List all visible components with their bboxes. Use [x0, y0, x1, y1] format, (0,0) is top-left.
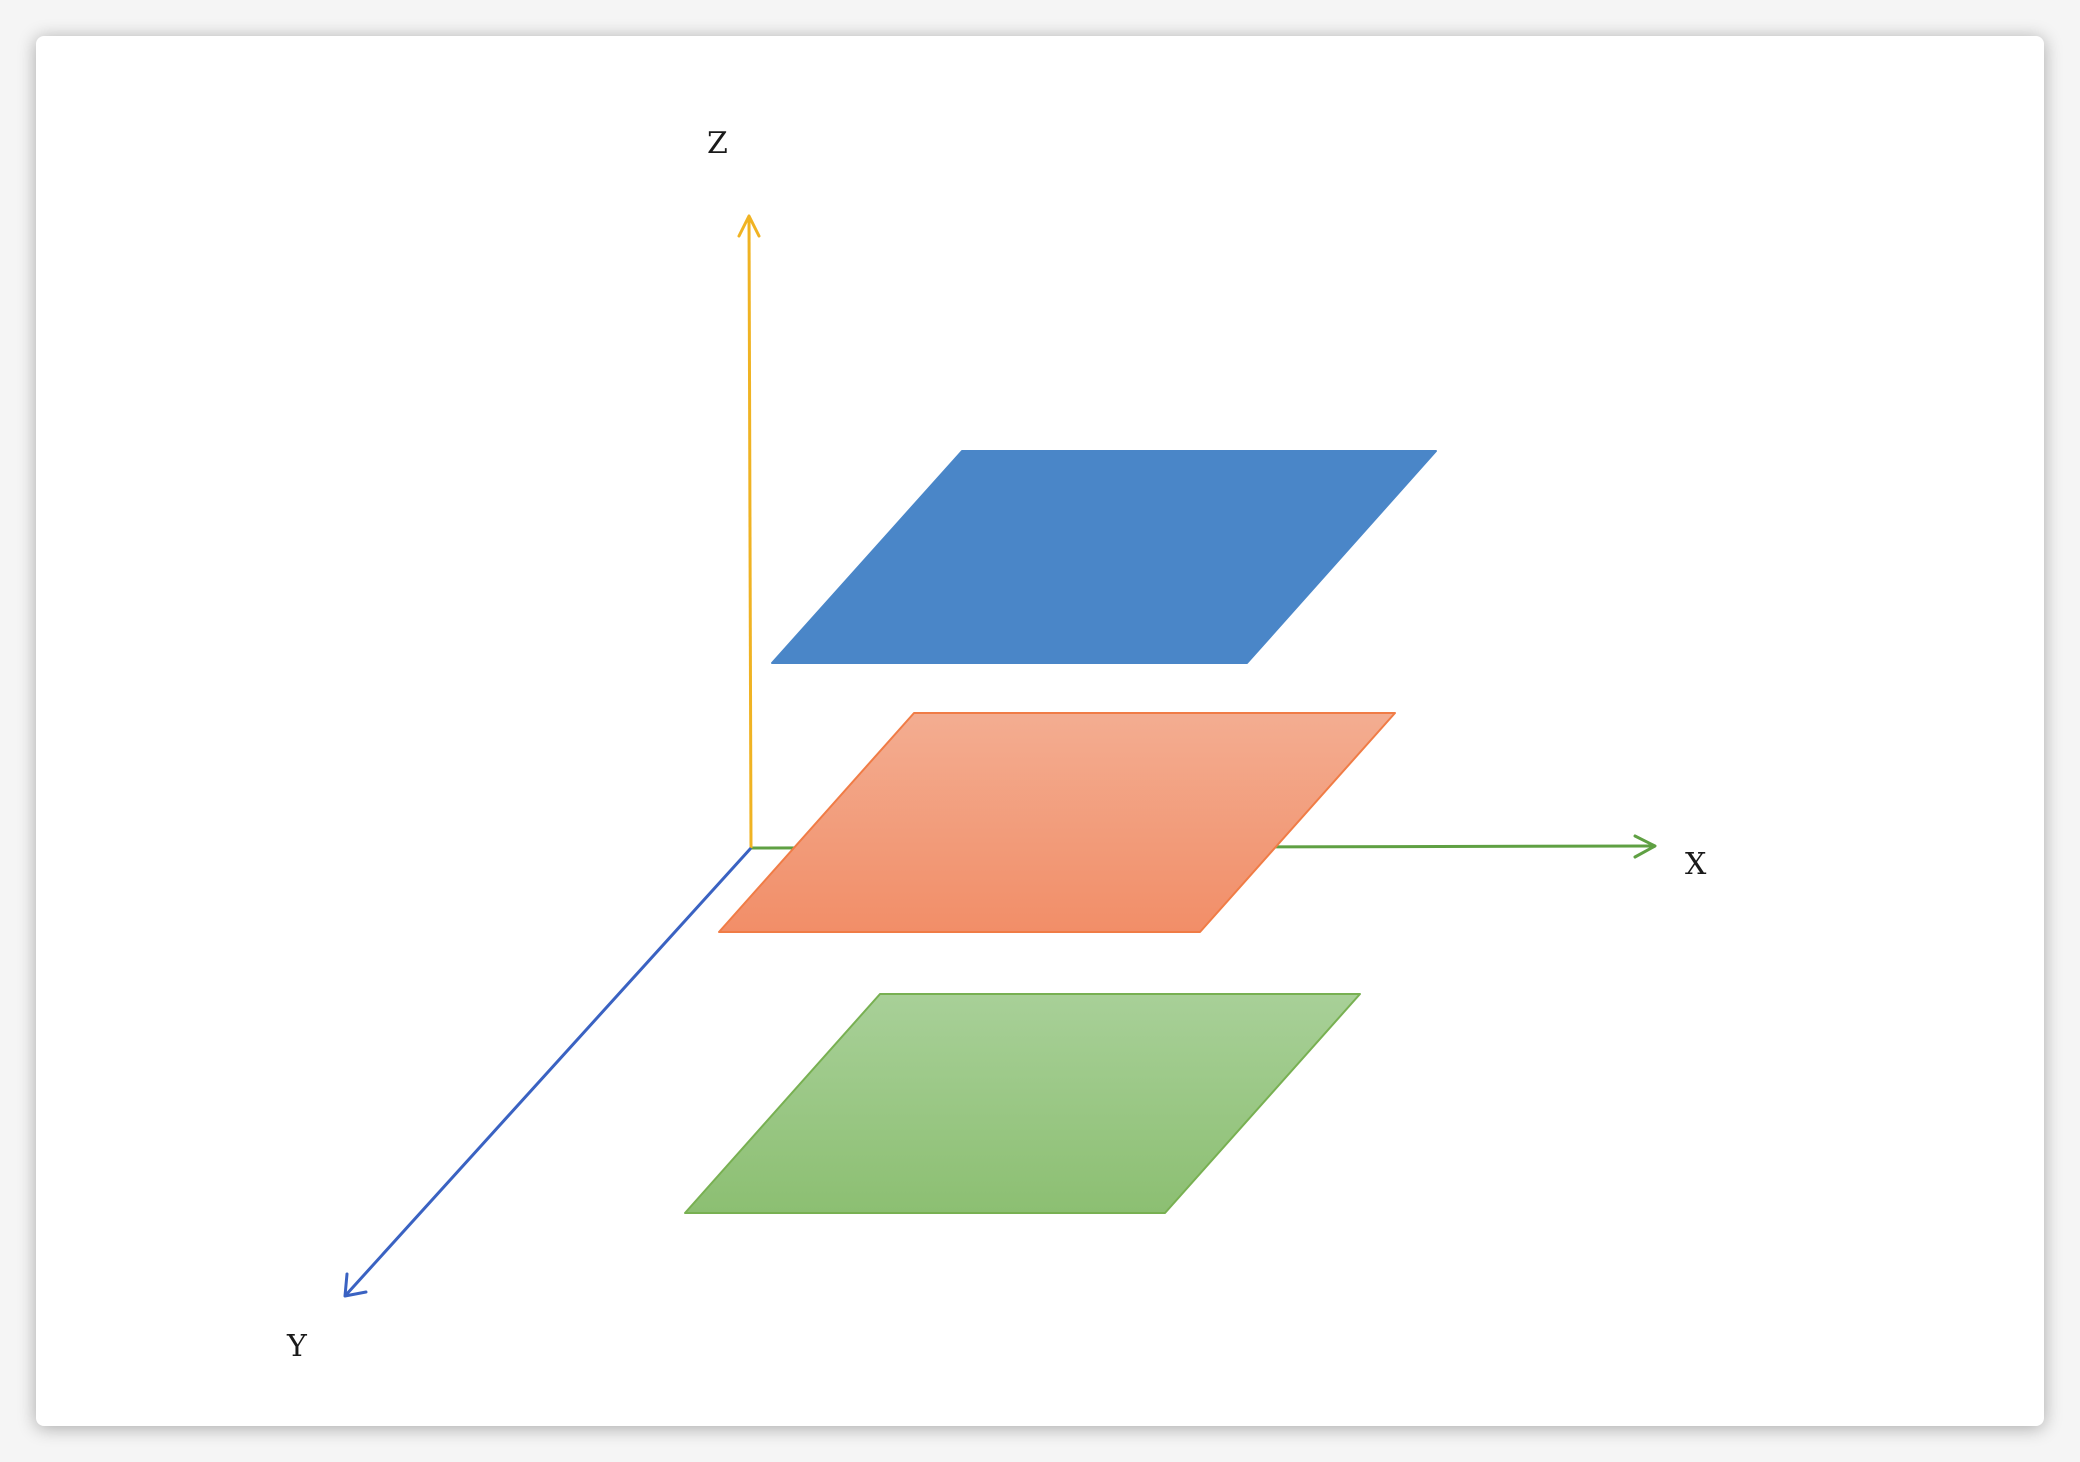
plane-top — [771, 450, 1437, 664]
z-axis — [737, 214, 761, 849]
plane-middle — [718, 712, 1396, 933]
coordinate-planes-diagram: Z X Y — [286, 126, 1707, 1364]
plane-bottom — [684, 993, 1361, 1214]
y-axis-label: Y — [286, 1329, 308, 1364]
z-axis-label: Z — [707, 126, 728, 161]
x-axis-label: X — [1685, 847, 1707, 882]
diagram-card: Z X Y — [36, 36, 2044, 1426]
y-axis — [343, 846, 753, 1298]
